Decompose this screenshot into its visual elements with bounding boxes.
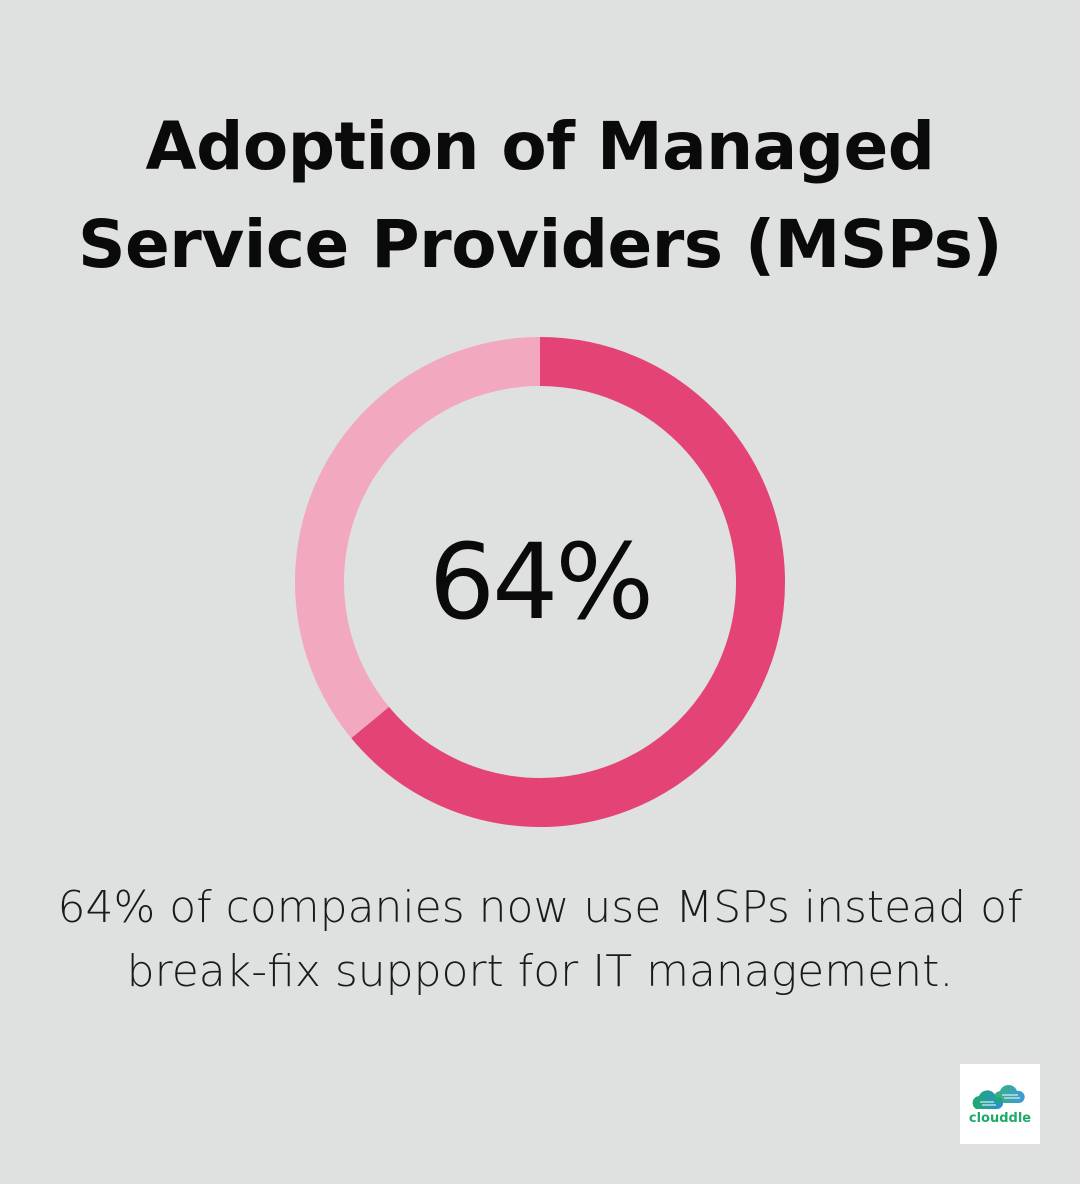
clouddle-logo: clouddle — [960, 1064, 1040, 1144]
donut-chart — [295, 337, 785, 827]
caption: 64% of companies now use MSPs instead of… — [0, 876, 1080, 1004]
cloud-icon — [972, 1084, 1025, 1109]
donut-center-label: 64% — [428, 521, 654, 643]
donut-slice-1 — [295, 337, 541, 739]
chart-title: Adoption of Managed Service Providers (M… — [0, 98, 1080, 294]
caption-line-1: 64% of companies now use MSPs instead of — [57, 882, 1023, 933]
donut-slice-0 — [351, 337, 785, 827]
title-line-2: Service Providers (MSPs) — [77, 206, 1003, 283]
caption-line-2: break-fix support for IT management. — [126, 946, 954, 997]
title-line-1: Adoption of Managed — [145, 108, 935, 185]
logo-text: clouddle — [968, 1110, 1032, 1126]
